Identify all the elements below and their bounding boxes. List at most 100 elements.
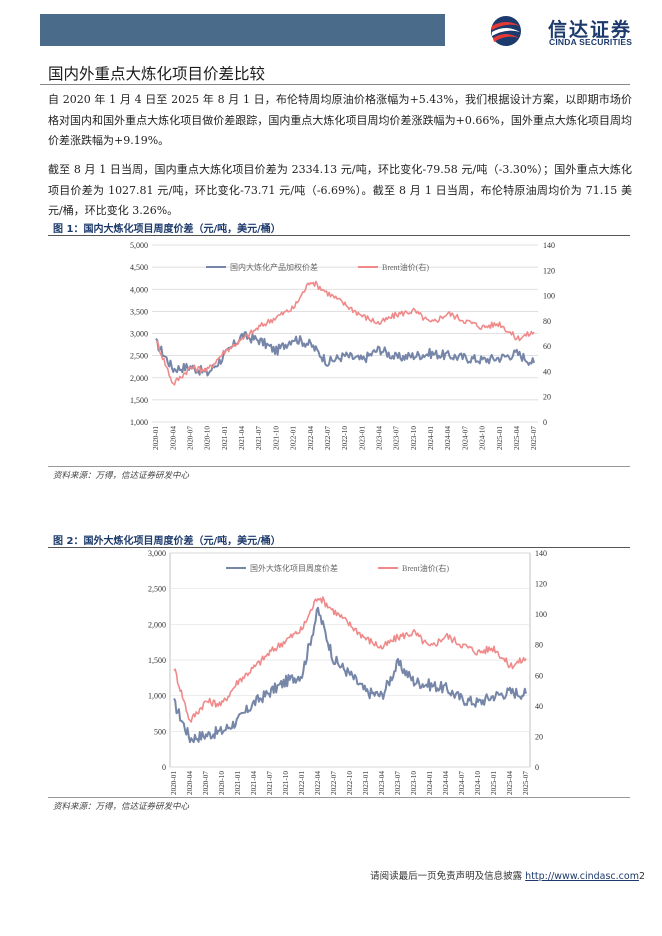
legend-label: 国内大炼化产品加权价差 [230,262,318,272]
x-tick-label: 2023-10 [410,771,418,795]
x-tick-label: 2025-01 [496,426,504,450]
figure2-top-rule [48,547,630,548]
y-right-tick-label: 40 [535,702,543,711]
footer-disclaimer: 请阅读最后一页免责声明及信息披露 [370,871,526,882]
x-tick-label: 2023-07 [394,771,402,795]
y-right-tick-label: 120 [535,580,547,589]
y-left-tick-label: 2,000 [148,620,166,629]
y-left-tick-label: 500 [154,727,166,736]
y-left-tick-label: 2,500 [148,585,166,594]
y-right-tick-label: 60 [543,342,551,351]
paragraph-1: 自 2020 年 1 月 4 日至 2025 年 8 月 1 日，布伦特周均原油… [48,93,632,147]
x-tick-label: 2023-07 [393,426,401,450]
y-left-tick-label: 4,000 [130,285,148,294]
x-tick-label: 2025-07 [522,771,530,795]
x-tick-label: 2025-07 [530,426,538,450]
y-right-tick-label: 20 [543,393,551,402]
x-tick-label: 2021-07 [255,426,263,450]
x-tick-label: 2020-10 [204,426,212,450]
x-tick-label: 2024-01 [426,771,434,795]
x-tick-label: 2023-01 [358,426,366,450]
figure1-top-rule [48,235,630,236]
legend-label: Brent油价(右) [382,262,429,272]
x-tick-label: 2021-04 [238,426,246,450]
x-tick-label: 2021-07 [266,771,274,795]
y-right-tick-label: 0 [535,763,539,772]
y-right-tick-label: 20 [535,732,543,741]
x-tick-label: 2020-04 [186,771,194,795]
x-tick-label: 2020-07 [187,426,195,450]
y-right-tick-label: 80 [535,641,543,650]
page-number: 2 [638,871,645,882]
y-left-tick-label: 1,000 [148,692,166,701]
x-tick-label: 2025-01 [490,771,498,795]
x-tick-label: 2024-10 [474,771,482,795]
x-tick-label: 2020-04 [169,426,177,450]
x-tick-label: 2022-07 [330,771,338,795]
figure1-bottom-rule [48,466,630,467]
y-right-tick-label: 140 [535,549,547,558]
x-tick-label: 2023-04 [376,426,384,450]
x-tick-label: 2024-01 [427,426,435,450]
y-right-tick-label: 80 [543,317,551,326]
figure1-source: 资料来源：万得，信达证券研发中心 [53,471,190,481]
y-right-tick-label: 40 [543,367,551,376]
x-tick-label: 2025-04 [506,771,514,795]
page-footer: 请阅读最后一页免责声明及信息披露 http://www.cindasc.com2 [370,868,645,882]
paragraph-2: 截至 8 月 1 日当周，国内重点大炼化项目价差为 2334.13 元/吨，环比… [48,163,632,217]
cinda-logo [491,16,521,46]
footer-link[interactable]: http://www.cindasc.com [525,871,639,882]
x-tick-label: 2024-07 [458,771,466,795]
series-line-1 [173,606,527,744]
y-right-tick-label: 60 [535,671,543,680]
y-right-tick-label: 120 [543,266,555,275]
figure1-chart: 1,000 1,500 2,000 2,500 3,000 3,500 4,000 4,500… [130,241,555,450]
series-line-2 [155,280,535,386]
page-title: 国内外重点大炼化项目价差比较 [48,65,266,83]
y-left-tick-label: 3,000 [130,330,148,339]
y-left-tick-label: 1,500 [148,656,166,665]
y-right-tick-label: 100 [535,610,547,619]
x-tick-label: 2021-04 [250,771,258,795]
x-tick-label: 2024-07 [461,426,469,450]
x-tick-label: 2023-01 [362,771,370,795]
y-left-tick-label: 1,500 [130,396,148,405]
y-left-tick-label: 3,000 [148,549,166,558]
figure2-title: 图 2：国外大炼化项目周度价差（元/吨，美元/桶） [53,536,281,547]
x-tick-label: 2021-10 [282,771,290,795]
x-tick-label: 2021-01 [234,771,242,795]
figure2-source: 资料来源：万得，信达证券研发中心 [53,802,190,812]
y-left-tick-label: 0 [162,763,166,772]
y-left-tick-label: 1,000 [130,418,148,427]
x-tick-label: 2022-01 [298,771,306,795]
x-tick-label: 2025-04 [513,426,521,450]
header-bar [40,14,445,46]
x-tick-label: 2024-10 [479,426,487,450]
y-left-tick-label: 4,500 [130,263,148,272]
x-tick-label: 2022-04 [307,426,315,450]
x-tick-label: 2020-07 [202,771,210,795]
x-tick-label: 2021-01 [221,426,229,450]
figure2-bottom-rule [48,797,630,798]
figure2-chart: 0 500 1,000 1,500 2,000 2,500 3,000 0 20 40 60 80 10… [148,549,547,795]
x-tick-label: 2022-10 [346,771,354,795]
x-tick-label: 2022-01 [290,426,298,450]
y-right-tick-label: 100 [543,292,555,301]
x-tick-label: 2021-10 [272,426,280,450]
figure1-title: 图 1：国内大炼化项目周度价差（元/吨，美元/桶） [53,224,281,235]
x-tick-label: 2024-04 [444,426,452,450]
y-right-tick-label: 140 [543,241,555,250]
x-tick-label: 2023-04 [378,771,386,795]
x-tick-label: 2024-04 [442,771,450,795]
x-tick-label: 2020-01 [152,426,160,450]
x-tick-label: 2022-04 [314,771,322,795]
y-left-tick-label: 3,500 [130,307,148,316]
x-tick-label: 2023-10 [410,426,418,450]
series-line-1 [155,331,535,377]
y-left-tick-label: 2,500 [130,352,148,361]
y-left-tick-label: 2,000 [130,374,148,383]
x-tick-label: 2020-01 [170,771,178,795]
y-left-tick-label: 5,000 [130,241,148,250]
x-tick-label: 2022-07 [324,426,332,450]
logo-text-cn: 信达证券 [548,19,633,41]
